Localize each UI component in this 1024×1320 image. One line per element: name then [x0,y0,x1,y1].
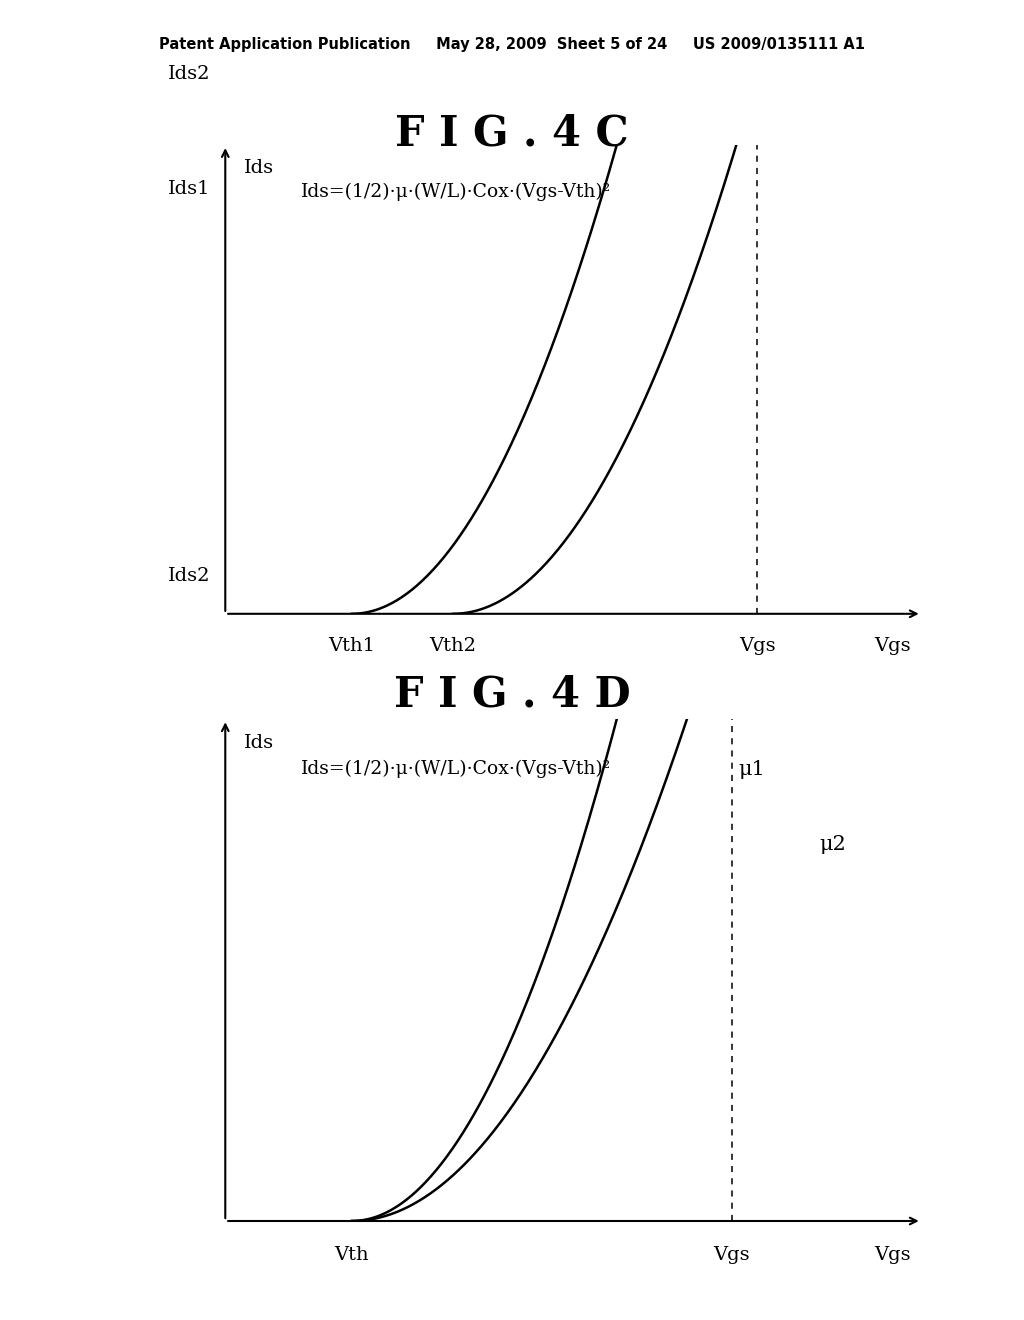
Text: μ1: μ1 [738,760,765,779]
Text: Ids=(1/2)·μ·(W/L)·Cox·(Vgs-Vth)²: Ids=(1/2)·μ·(W/L)·Cox·(Vgs-Vth)² [301,182,611,201]
Text: Ids: Ids [245,160,274,177]
Text: F I G . 4 D: F I G . 4 D [393,673,631,715]
Text: Vgs: Vgs [738,638,775,655]
Text: Ids=(1/2)·μ·(W/L)·Cox·(Vgs-Vth)²: Ids=(1/2)·μ·(W/L)·Cox·(Vgs-Vth)² [301,759,611,777]
Text: Ids2: Ids2 [168,65,210,83]
Text: Vgs: Vgs [874,638,911,655]
Text: Vth1: Vth1 [329,638,376,655]
Text: μ2: μ2 [819,836,847,854]
Text: Vgs: Vgs [714,1246,750,1265]
Text: Ids: Ids [245,734,274,752]
Text: F I G . 4 C: F I G . 4 C [395,112,629,154]
Text: Vth: Vth [335,1246,370,1265]
Text: Vth2: Vth2 [430,638,476,655]
Text: Vgs: Vgs [874,1246,911,1265]
Text: Ids2: Ids2 [168,568,210,585]
Text: Patent Application Publication     May 28, 2009  Sheet 5 of 24     US 2009/01351: Patent Application Publication May 28, 2… [159,37,865,51]
Text: Ids1: Ids1 [168,180,210,198]
